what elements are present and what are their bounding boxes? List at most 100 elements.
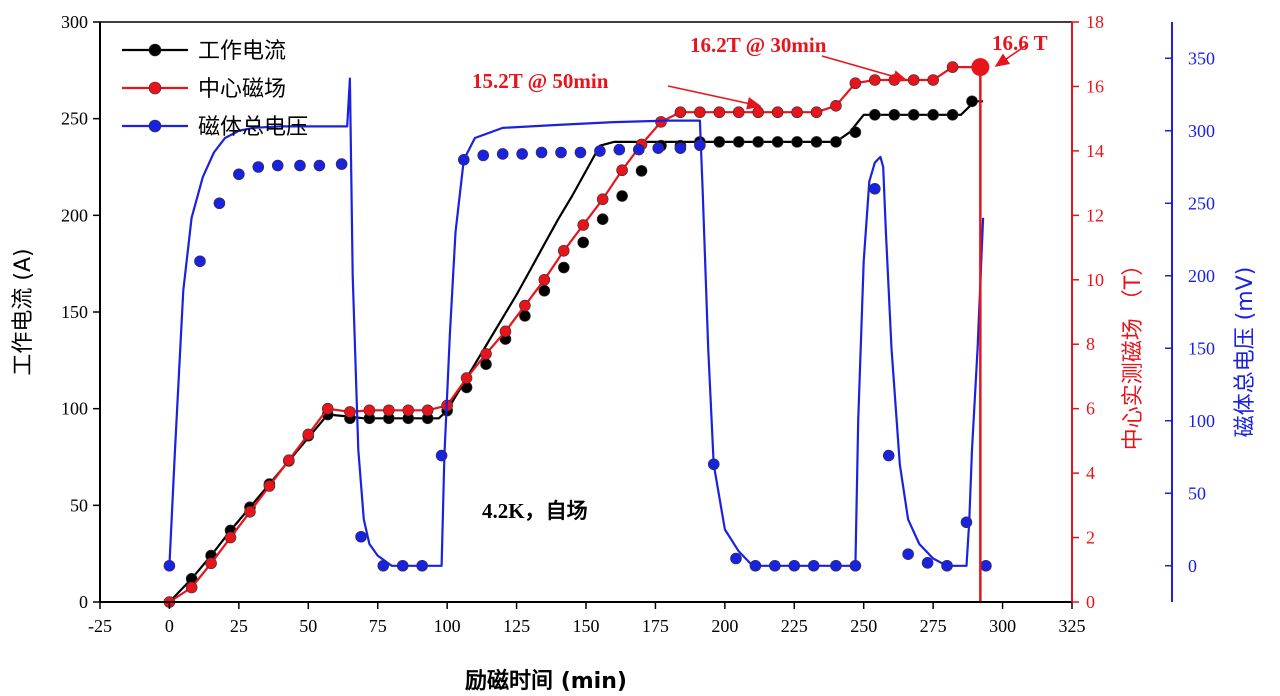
series-point-3 [941,559,953,572]
series-point-2 [771,106,784,119]
x-tick-label: 225 [781,616,808,636]
series-point-2 [283,454,295,467]
series-point-2 [713,106,726,119]
series-point-2 [344,406,356,418]
series-point-2 [363,404,376,417]
series-point-2 [830,99,842,112]
series-point-2 [480,348,492,360]
series-point-3 [921,557,934,569]
series-point-2 [927,74,939,86]
series-point-3 [194,255,206,268]
series-point-1 [966,95,978,108]
right-voltage-tick-label: 50 [1188,483,1206,503]
series-point-2 [694,106,706,119]
x-tick-label: 250 [850,616,877,636]
x-tick-label: 175 [642,616,669,636]
series-layer [163,58,992,608]
right-voltage-axis-title: 磁体总电压 (mV) [1233,267,1258,438]
right-voltage-tick-label: 200 [1188,266,1215,286]
series-point-2 [752,106,764,119]
series-point-3 [574,146,587,159]
series-point-3 [396,559,409,572]
series-point-3 [313,159,326,172]
series-point-2 [205,557,217,570]
x-tick-label: 25 [230,616,248,636]
series-point-2 [616,164,628,177]
axes-layer: -25 0 25 50 75 100 125 150 175 200 225 250 275 300 325… [11,12,1258,694]
right-field-tick-label: 6 [1086,399,1095,419]
legend-label: 中心磁场 [198,77,286,102]
series-point-3 [377,559,390,572]
right-field-tick-label: 12 [1086,205,1104,225]
series-point-3 [730,552,742,565]
series-point-2 [499,325,512,338]
right-field-tick-label: 10 [1086,270,1104,290]
series-point-3 [769,559,781,572]
series-point-2 [383,404,395,417]
series-point-2 [557,244,570,257]
left-tick-label: 300 [61,12,88,32]
series-point-3 [902,548,914,560]
series-point-3 [613,143,626,156]
series-point-2 [321,402,334,415]
series-point-1 [810,136,823,148]
series-point-3 [980,559,992,572]
series-point-2 [302,428,315,441]
legend-swatch-marker [148,43,162,57]
series-point-2 [596,193,609,206]
series-point-1 [635,165,648,177]
series-point-1 [596,213,609,225]
x-tick-label: 275 [920,616,947,636]
right-voltage-tick-label: 150 [1188,338,1215,358]
right-field-tick-label: 18 [1086,12,1104,32]
series-point-3 [535,146,548,159]
legend-label: 磁体总电压 [198,115,308,140]
x-tick-label: 150 [573,616,600,636]
x-tick-label: 325 [1059,616,1086,636]
series-point-2 [185,581,198,594]
annotation-condition: 4.2K，自场 [482,499,588,523]
series-point-1 [791,136,803,148]
series-point-1 [927,109,939,121]
series-point-3 [960,516,973,529]
series-line-3 [168,77,985,567]
series-point-1 [907,109,920,121]
right-field-tick-label: 4 [1086,463,1095,483]
series-point-3 [252,161,265,173]
left-tick-label: 200 [61,205,88,225]
series-point-3 [632,143,645,156]
x-axis-title: 励磁时间 (min) [465,668,627,694]
left-tick-label: 100 [61,399,88,419]
series-point-2 [791,106,803,119]
series-point-3 [335,158,348,170]
right-field-tick-label: 14 [1086,141,1104,161]
series-point-1 [713,136,726,148]
legend-label: 工作电流 [198,39,286,64]
series-point-3 [788,559,801,572]
series-point-1 [538,284,551,297]
left-tick-label: 0 [79,592,88,612]
legend-swatch-marker [148,81,162,95]
series-point-1 [616,190,628,202]
x-tick-label: 50 [299,616,317,636]
x-tick-label: 0 [165,616,174,636]
annotation-16-2T: 16.2T @ 30min [690,33,827,57]
series-point-1 [946,109,959,121]
series-point-1 [771,136,784,148]
arrow-15-2T [667,85,762,110]
series-point-3 [674,142,687,154]
series-point-3 [707,458,720,471]
series-point-2 [538,273,551,286]
series-point-2 [732,106,745,119]
x-tick-label: -25 [88,616,112,636]
series-point-1 [752,136,764,148]
series-point-2 [907,74,920,86]
series-point-2 [224,531,237,544]
series-point-1 [577,236,590,249]
series-point-3 [652,142,665,154]
series-point-3 [496,148,509,160]
series-point-2 [674,106,687,119]
right-field-tick-label: 0 [1086,592,1095,612]
series-point-2 [519,299,531,312]
